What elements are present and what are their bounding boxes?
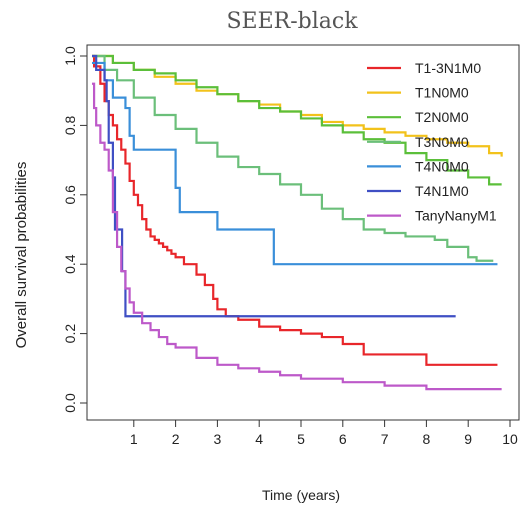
y-tick-label: 0.6 [62,185,78,205]
series-line-tanynanym1 [92,82,502,391]
series-line-t4n0m0 [92,61,498,266]
x-tick-label: 2 [172,431,180,447]
legend-label-t4n0m0: T4N0M0 [415,158,469,174]
series-lines [92,54,503,391]
legend-label-t1n0m0: T1N0M0 [415,85,469,101]
legend-label-t4n1m0: T4N1M0 [415,183,469,199]
y-axis: 0.0 0.2 0.4 0.6 0.8 1.0 [62,46,87,413]
series-line-t4n1m0 [92,54,456,318]
x-axis: 1 2 3 4 5 6 7 8 9 10 [130,420,518,447]
legend: T1-3N1M0 T1N0M0 T2N0M0 T3N0M0 T4N0M0 T4N1M0 Ta… [367,60,497,224]
y-tick-label: 0.8 [62,115,78,135]
y-tick-label: 0.4 [62,254,78,274]
series-line-t1-3n1m0 [92,54,498,366]
plot-frame [86,44,520,421]
y-axis-label: Overall survival probabilities [13,162,30,349]
legend-label-t3n0m0: T3N0M0 [415,134,469,150]
x-tick-label: 4 [255,431,263,447]
x-tick-label: 7 [381,431,389,447]
y-tick-label: 0.0 [62,393,78,413]
x-tick-label: 3 [214,431,222,447]
x-tick-label: 1 [130,431,138,447]
x-tick-label: 6 [339,431,347,447]
x-axis-label: Time (years) [262,487,340,503]
legend-label-t2n0m0: T2N0M0 [415,109,469,125]
x-tick-label: 9 [464,431,472,447]
x-tick-label: 10 [502,431,518,447]
series-line-t2n0m0 [92,54,502,186]
chart-title: SEER-black [226,9,358,34]
y-tick-label: 0.2 [62,324,78,344]
series-line-t3n0m0 [92,54,494,262]
legend-label-t1-3n1m0: T1-3N1M0 [415,60,481,76]
y-tick-label: 1.0 [62,46,78,66]
legend-label-tanynanym1: TanyNanyM1 [415,208,497,224]
x-tick-label: 8 [423,431,431,447]
x-tick-label: 5 [297,431,305,447]
